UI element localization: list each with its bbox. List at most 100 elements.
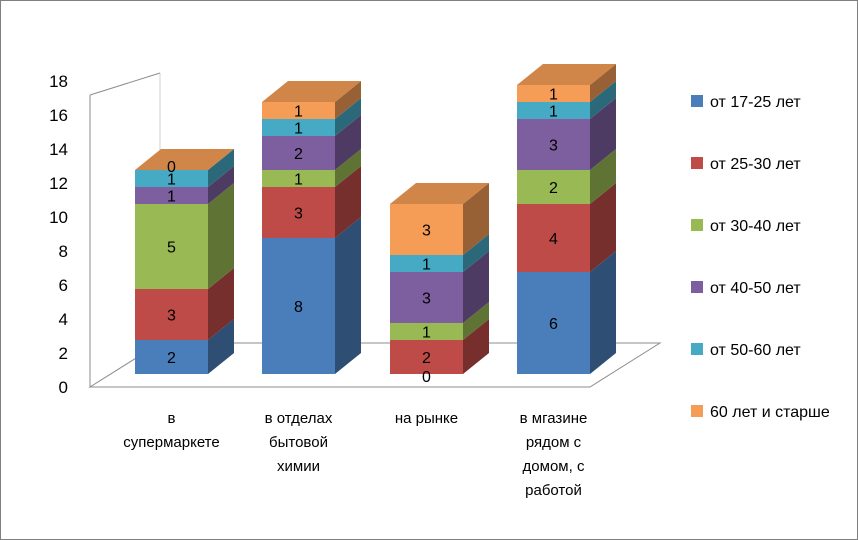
y-tick-label: 16 bbox=[49, 106, 68, 125]
data-label: 2 bbox=[549, 180, 558, 197]
data-label: 2 bbox=[167, 350, 176, 367]
legend-swatch bbox=[691, 157, 703, 169]
bar-segment bbox=[135, 204, 208, 289]
legend-entry: от 50-60 лет bbox=[710, 342, 801, 359]
data-label: 1 bbox=[294, 172, 303, 189]
category-label: на рынке bbox=[395, 410, 458, 427]
bar-segment-side bbox=[208, 166, 234, 204]
category-label: в отделах bbox=[265, 410, 333, 427]
bar-segment-side bbox=[463, 302, 489, 340]
bar-segment-side bbox=[463, 183, 489, 255]
bar-segment bbox=[135, 340, 208, 374]
bar-segment-side bbox=[335, 217, 361, 374]
bar-segment bbox=[262, 102, 335, 119]
bar-segment-side bbox=[335, 149, 361, 187]
bar-segment bbox=[262, 119, 335, 136]
bar-segment-side bbox=[590, 183, 616, 272]
bar-segment-side bbox=[463, 251, 489, 323]
bar-segment bbox=[135, 289, 208, 340]
bar-segment bbox=[517, 204, 590, 272]
y-tick-label: 12 bbox=[49, 174, 68, 193]
category-label: в bbox=[168, 410, 176, 427]
bar-segment bbox=[517, 170, 590, 204]
legend-entry: от 40-50 лет bbox=[710, 280, 801, 297]
data-label: 4 bbox=[549, 231, 558, 248]
category-label: химии bbox=[277, 458, 320, 475]
legend-swatch bbox=[691, 405, 703, 417]
category-label: супермаркете bbox=[123, 434, 219, 451]
bar-segment-side bbox=[590, 98, 616, 170]
data-label: 3 bbox=[549, 138, 558, 155]
bar-segment bbox=[390, 204, 463, 255]
bar-segment bbox=[517, 102, 590, 119]
bar-segment-side bbox=[590, 149, 616, 204]
data-label: 1 bbox=[167, 189, 176, 206]
bar-segment-side bbox=[590, 251, 616, 374]
bar-segment-side bbox=[335, 166, 361, 238]
bar-segment bbox=[517, 119, 590, 170]
legend-swatch bbox=[691, 219, 703, 231]
bar-segment bbox=[390, 255, 463, 272]
data-label: 1 bbox=[167, 172, 176, 189]
bar-segment-side bbox=[208, 149, 234, 187]
data-label: 1 bbox=[294, 121, 303, 138]
bar-segment bbox=[390, 340, 463, 374]
data-label: 3 bbox=[422, 291, 431, 308]
data-label: 1 bbox=[549, 87, 558, 104]
bar-top-face bbox=[517, 64, 616, 85]
bar-segment bbox=[517, 85, 590, 102]
data-label: 3 bbox=[422, 223, 431, 240]
bar-segment bbox=[390, 323, 463, 340]
bar-top-face bbox=[135, 149, 234, 170]
bar-segment bbox=[262, 238, 335, 374]
bar-segment-side bbox=[335, 115, 361, 170]
legend-swatch bbox=[691, 281, 703, 293]
data-label: 8 bbox=[294, 299, 303, 316]
data-label: 3 bbox=[167, 308, 176, 325]
bar-segment-side bbox=[590, 81, 616, 119]
y-tick-label: 8 bbox=[59, 242, 68, 261]
bar-segment-side bbox=[590, 64, 616, 102]
bar-segment-side bbox=[335, 98, 361, 136]
y-tick-label: 14 bbox=[49, 140, 68, 159]
data-label: 0 bbox=[422, 369, 431, 386]
category-label: в мгазине bbox=[520, 410, 588, 427]
data-label: 1 bbox=[422, 325, 431, 342]
data-label: 2 bbox=[294, 146, 303, 163]
bar-segment bbox=[262, 136, 335, 170]
y-tick-label: 10 bbox=[49, 208, 68, 227]
legend-entry: 60 лет и старше bbox=[710, 404, 830, 421]
bar-segment-side bbox=[335, 81, 361, 119]
y-tick-label: 18 bbox=[49, 72, 68, 91]
bar-segment bbox=[262, 170, 335, 187]
wall-top-line bbox=[89, 72, 161, 96]
y-tick-label: 6 bbox=[59, 276, 68, 295]
legend-swatch bbox=[691, 95, 703, 107]
legend-swatch bbox=[691, 343, 703, 355]
bar-segment-side bbox=[208, 268, 234, 340]
bar-top-face bbox=[262, 81, 361, 102]
bar-segment-side bbox=[208, 183, 234, 289]
data-label: 6 bbox=[549, 316, 558, 333]
data-label: 5 bbox=[167, 240, 176, 257]
data-label: 1 bbox=[294, 104, 303, 121]
y-tick-label: 4 bbox=[59, 310, 68, 329]
legend-entry: от 17-25 лет bbox=[710, 94, 801, 111]
legend-entry: от 30-40 лет bbox=[710, 218, 801, 235]
bar-segment bbox=[517, 272, 590, 374]
bar-segment-side bbox=[463, 319, 489, 374]
data-label: 2 bbox=[422, 350, 431, 367]
bar-segment bbox=[135, 187, 208, 204]
y-tick-label: 2 bbox=[59, 344, 68, 363]
legend-entry: от 25-30 лет bbox=[710, 156, 801, 173]
y-tick-label: 0 bbox=[59, 378, 68, 397]
category-label: бытовой bbox=[269, 434, 328, 451]
data-label: 1 bbox=[422, 257, 431, 274]
bar-segment-side bbox=[463, 234, 489, 272]
category-label: рядом с bbox=[526, 434, 582, 451]
data-label: 0 bbox=[167, 159, 176, 176]
data-label: 1 bbox=[549, 104, 558, 121]
category-label: домом, с bbox=[523, 458, 585, 475]
bar-segment bbox=[135, 170, 208, 187]
